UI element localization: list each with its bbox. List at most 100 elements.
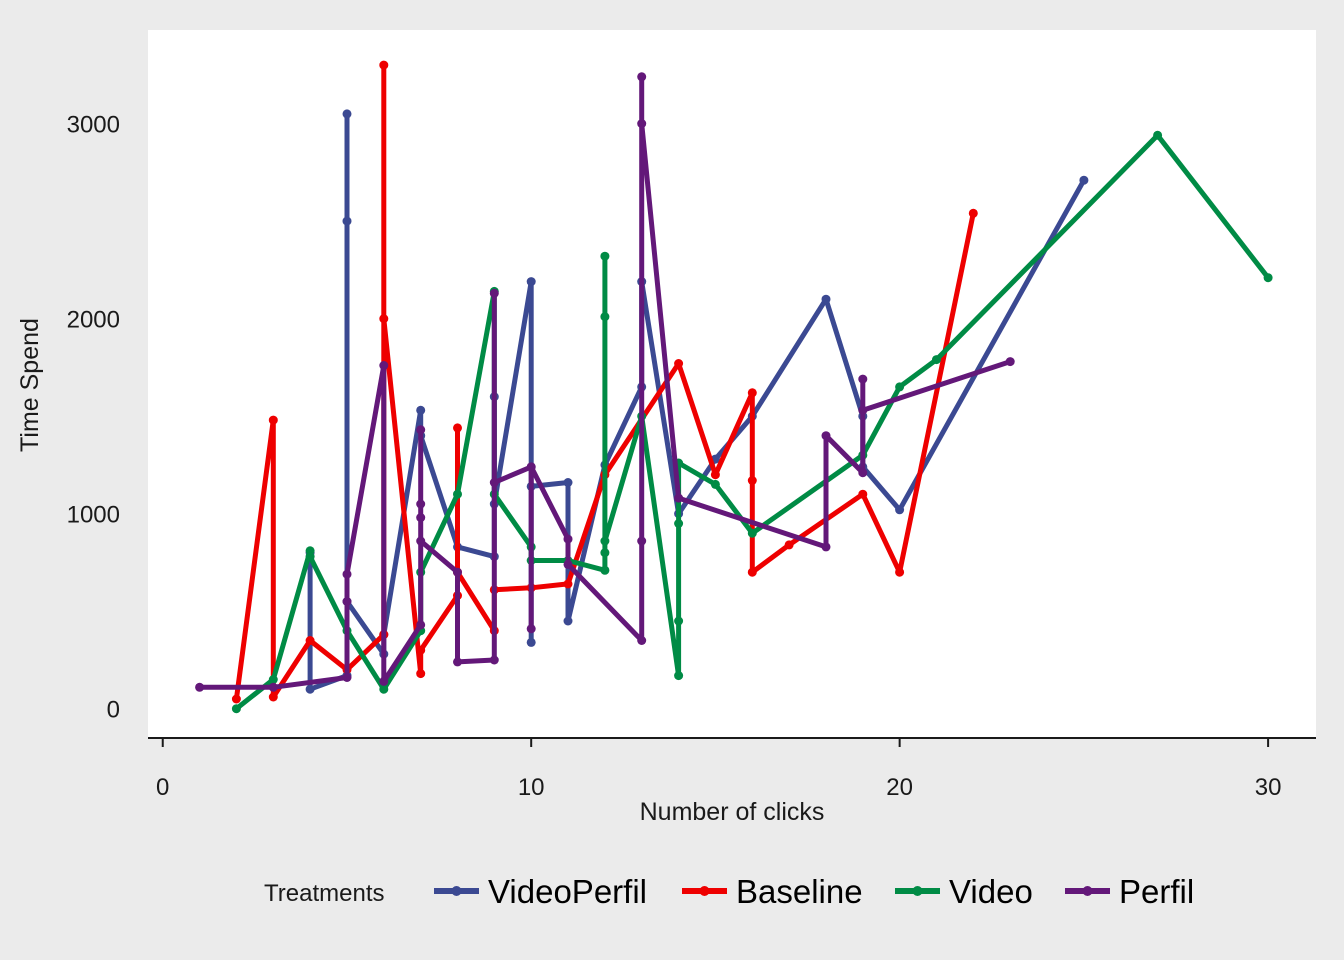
data-point xyxy=(416,499,426,509)
legend-title: Treatments xyxy=(264,880,384,907)
data-point xyxy=(526,624,536,634)
data-point xyxy=(231,694,241,704)
data-point xyxy=(1005,357,1015,367)
data-point xyxy=(784,540,794,550)
data-point xyxy=(563,579,573,589)
data-point xyxy=(379,684,389,694)
legend-key-point xyxy=(699,886,710,896)
data-point xyxy=(342,216,352,226)
data-point xyxy=(416,536,426,546)
data-point xyxy=(858,468,868,478)
legend-item-perfil: Perfil xyxy=(1065,873,1194,910)
data-point xyxy=(416,620,426,630)
data-point xyxy=(268,675,278,684)
y-tick-label: 0 xyxy=(107,697,120,724)
data-point xyxy=(231,704,241,714)
data-point xyxy=(563,534,573,544)
legend-label: Video xyxy=(949,873,1033,910)
data-point xyxy=(637,536,647,546)
data-point xyxy=(674,671,684,681)
plot-panel xyxy=(148,30,1316,738)
data-point xyxy=(342,597,352,606)
x-axis-title: Number of clicks xyxy=(640,798,825,826)
legend-item-baseline: Baseline xyxy=(682,873,863,910)
legend-label: VideoPerfil xyxy=(488,873,647,910)
data-point xyxy=(416,513,426,523)
y-tick-label: 3000 xyxy=(67,112,120,139)
series-line-videoperfil xyxy=(307,111,1087,692)
data-point xyxy=(747,567,757,577)
data-point xyxy=(416,669,426,679)
data-point xyxy=(674,359,684,368)
data-point xyxy=(416,645,426,655)
data-point xyxy=(453,567,462,577)
legend-key-point xyxy=(912,886,923,896)
legend-key-point xyxy=(451,886,462,896)
data-point xyxy=(600,536,610,546)
ticks-layer: 0 10 20 30 0 1000 2000 3000 xyxy=(67,112,1282,801)
data-point xyxy=(932,355,941,365)
y-axis-title: Time Spend xyxy=(16,318,44,452)
data-point xyxy=(895,382,905,392)
data-point xyxy=(416,425,426,435)
y-tick-label: 2000 xyxy=(67,307,120,334)
x-tick-label: 10 xyxy=(518,774,545,801)
data-point xyxy=(268,682,278,692)
data-point xyxy=(195,682,205,692)
data-point xyxy=(600,548,610,558)
legend-item-videoperfil: VideoPerfil xyxy=(434,873,647,910)
legend-label: Baseline xyxy=(736,873,863,910)
data-point xyxy=(821,542,831,552)
data-point xyxy=(821,294,831,304)
data-point xyxy=(342,569,352,579)
data-point xyxy=(526,277,536,287)
data-point xyxy=(526,637,536,647)
data-point xyxy=(489,655,499,665)
data-point xyxy=(674,493,684,503)
data-point xyxy=(453,657,462,667)
data-point xyxy=(268,692,278,702)
data-point xyxy=(379,361,389,370)
data-point xyxy=(342,673,352,682)
data-point xyxy=(600,312,610,322)
x-tick-label: 30 xyxy=(1255,774,1282,801)
legend: Treatments VideoPerfil Baseline Video Perfi… xyxy=(264,873,1194,910)
data-point xyxy=(379,314,389,324)
data-point xyxy=(489,288,499,298)
data-point xyxy=(1263,273,1273,283)
legend-label: Perfil xyxy=(1119,873,1194,910)
data-point xyxy=(747,528,757,538)
data-point xyxy=(526,462,536,472)
data-point xyxy=(453,489,462,499)
data-point xyxy=(710,479,720,489)
x-tick-label: 20 xyxy=(886,774,913,801)
y-tick-label: 1000 xyxy=(67,502,120,529)
legend-key-point xyxy=(1082,886,1093,896)
data-point xyxy=(305,636,315,645)
data-point xyxy=(674,519,684,528)
data-point xyxy=(674,616,684,626)
data-point xyxy=(747,388,757,398)
data-point xyxy=(747,476,757,485)
data-point xyxy=(453,423,462,433)
data-point xyxy=(489,478,499,487)
series-perfil xyxy=(195,72,1015,692)
series-layer xyxy=(195,60,1273,714)
data-point xyxy=(563,478,573,487)
data-point xyxy=(895,505,905,515)
data-point xyxy=(1079,175,1089,185)
data-point xyxy=(563,559,573,569)
data-point xyxy=(710,470,720,480)
data-point xyxy=(268,415,278,425)
data-point xyxy=(600,565,610,575)
data-point xyxy=(342,109,352,119)
legend-item-video: Video xyxy=(895,873,1033,910)
data-point xyxy=(858,489,868,499)
data-point xyxy=(637,72,647,82)
data-point xyxy=(637,119,647,129)
data-point xyxy=(821,431,831,441)
data-point xyxy=(416,405,426,415)
data-point xyxy=(1153,130,1163,140)
data-point xyxy=(305,552,315,562)
data-point xyxy=(305,684,315,694)
